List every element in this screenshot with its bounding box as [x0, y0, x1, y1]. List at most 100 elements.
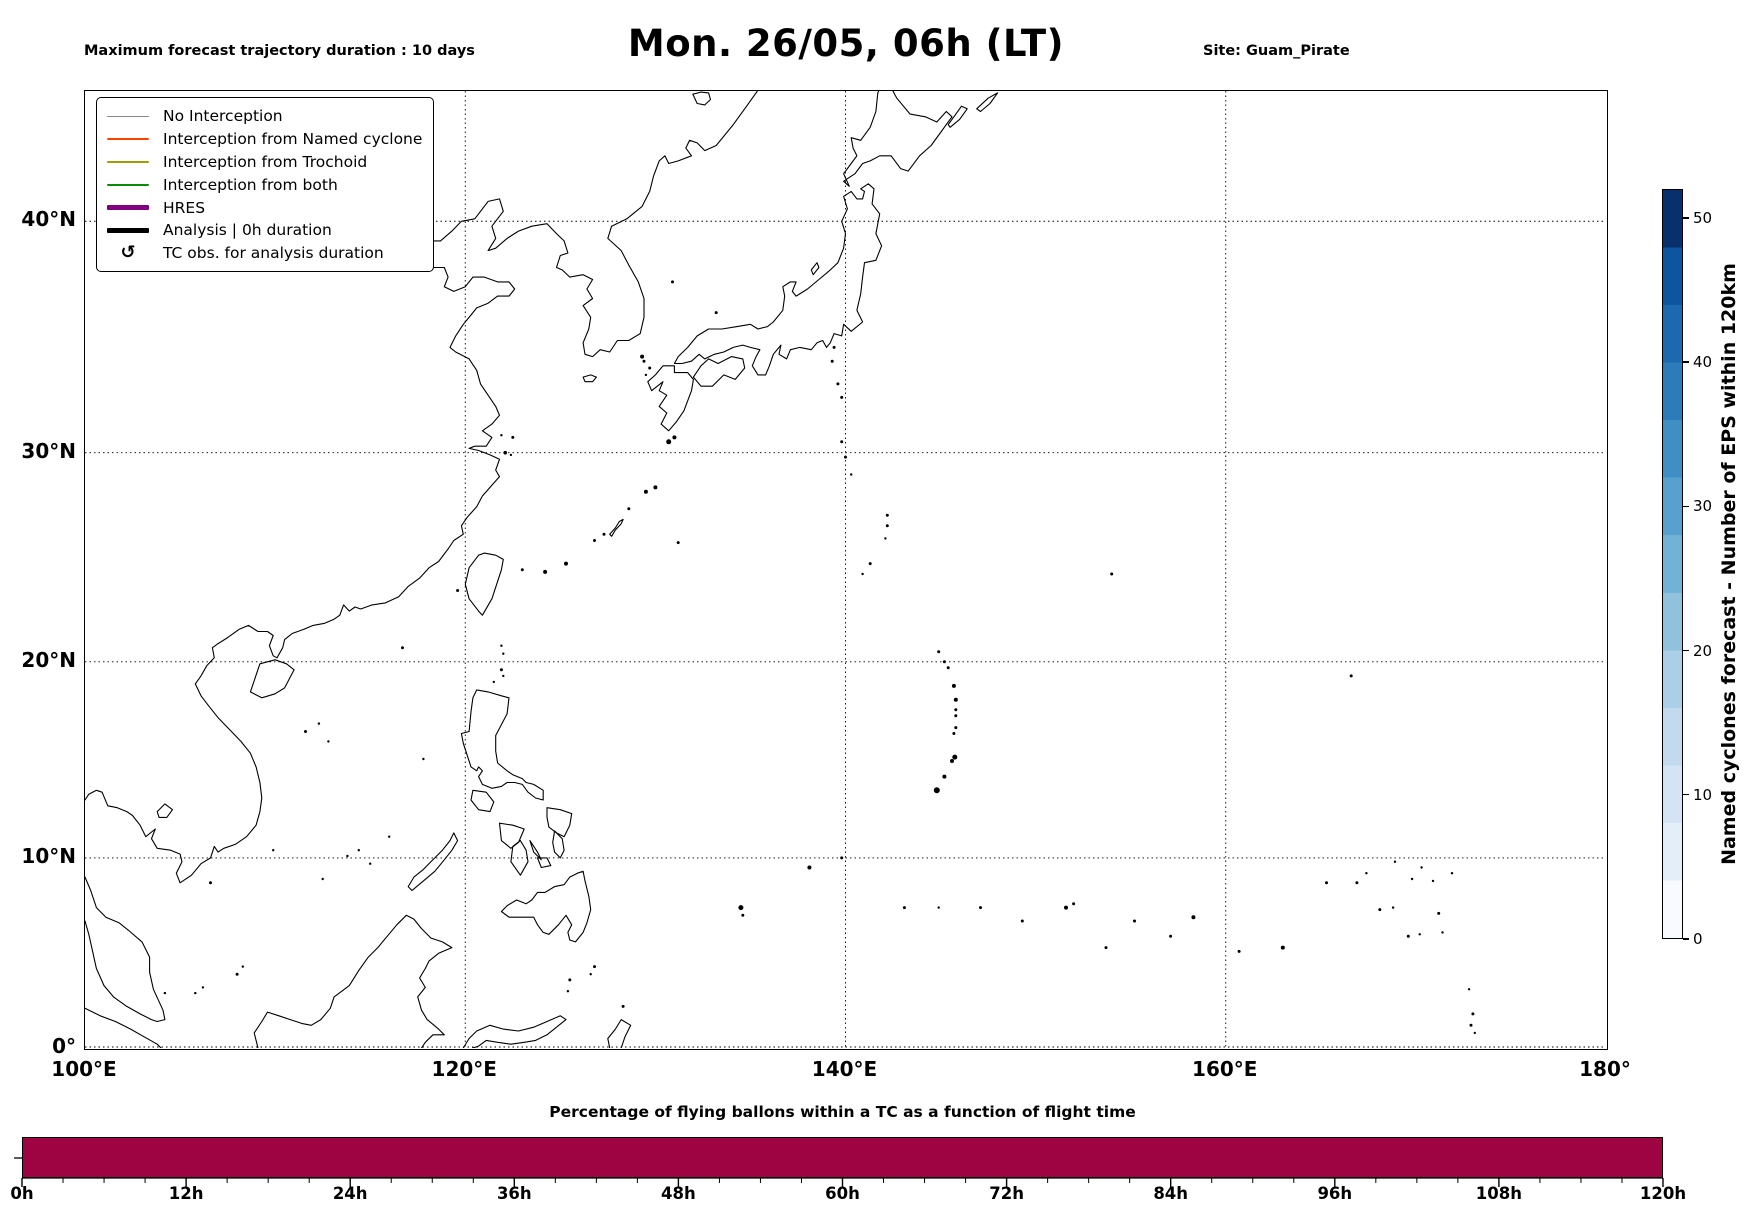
island-dot [672, 435, 677, 440]
coastline [609, 518, 624, 537]
island-dot [832, 345, 836, 349]
colorbar-tick [1683, 505, 1689, 507]
island-dot [885, 513, 889, 517]
coastline [156, 803, 174, 818]
island-dot [738, 905, 744, 911]
island-dot [520, 568, 524, 572]
strip-xtick-label: 72h [989, 1184, 1024, 1203]
colorbar-tick [1683, 361, 1689, 363]
map-xtick-label: 180° [1579, 1057, 1631, 1081]
island-dot [642, 359, 646, 363]
legend-item: Analysis | 0h duration [107, 219, 423, 242]
island-dot [648, 366, 652, 370]
coastline [498, 822, 525, 849]
legend-item: Interception from both [107, 173, 423, 196]
map-ytick-label: 40°N [21, 207, 76, 232]
island-dot [593, 965, 596, 969]
island-dot [885, 524, 889, 528]
coastline [607, 1019, 632, 1048]
island-dot [566, 990, 570, 993]
island-dot [741, 913, 745, 917]
island-dot [1110, 572, 1114, 576]
strip-chart-bar [22, 1137, 1663, 1178]
coastline [582, 374, 597, 383]
island-dot [640, 354, 645, 359]
colorbar-tick-label: 0 [1693, 930, 1703, 948]
colorbar [1662, 189, 1683, 939]
island-dot [422, 757, 425, 761]
island-dot [241, 965, 244, 968]
island-dot [840, 395, 844, 399]
legend-item: Interception from Trochoid [107, 151, 423, 174]
island-dot [1406, 934, 1410, 938]
island-dot [1437, 911, 1441, 915]
island-dot [643, 489, 648, 494]
coastline [460, 689, 544, 801]
island-dot [346, 854, 349, 858]
island-dot [543, 569, 548, 574]
map-xtick-label: 160°E [1192, 1057, 1258, 1081]
island-dot [942, 660, 946, 664]
legend-item: Interception from Named cyclone [107, 128, 423, 151]
legend-line-sample-icon [107, 138, 149, 141]
coastline [407, 832, 459, 892]
island-dot [946, 666, 950, 670]
coastline [462, 1015, 567, 1048]
colorbar-tick-label: 10 [1693, 785, 1713, 804]
island-dot [1450, 872, 1454, 875]
legend-line-sample-icon [107, 115, 149, 118]
coastline [843, 91, 953, 187]
island-dot [357, 849, 360, 852]
island-dot [840, 856, 844, 860]
coastline [500, 870, 592, 943]
island-dot [194, 991, 197, 995]
colorbar-tick-label: 50 [1693, 208, 1713, 227]
island-dot [952, 754, 958, 760]
legend-line-sample-icon [107, 227, 149, 234]
island-dot [1420, 866, 1423, 869]
island-dot [304, 730, 307, 733]
island-dot [1133, 919, 1136, 923]
coastline [85, 91, 759, 884]
strip-xtick-label: 84h [1153, 1184, 1189, 1203]
coastline [470, 789, 495, 813]
island-dot [884, 537, 887, 540]
island-dot [235, 972, 239, 976]
island-dot [830, 359, 834, 363]
tc-obs-marker-icon: ↺ [120, 242, 136, 264]
legend-line-sample-icon [107, 183, 149, 186]
island-dot [321, 877, 324, 881]
island-dot [666, 439, 672, 445]
legend-item-label: Interception from both [163, 175, 338, 194]
map-ytick-label: 0° [52, 1034, 76, 1058]
island-dot [952, 732, 956, 735]
map-xtick-label: 120°E [431, 1057, 497, 1081]
island-dot [1431, 879, 1435, 883]
island-dot [369, 862, 372, 865]
island-dot [954, 726, 958, 730]
island-dot [1020, 919, 1024, 923]
island-dot [979, 906, 982, 910]
map-xtick-label: 140°E [811, 1057, 878, 1081]
island-dot [317, 722, 321, 725]
island-dot [714, 311, 718, 315]
island-dot [844, 455, 847, 459]
legend-item-label: No Interception [163, 107, 283, 126]
island-dot [937, 906, 940, 909]
island-dot [1072, 902, 1076, 906]
map-ytick-label: 10°N [21, 843, 76, 868]
strip-xtick-label: 36h [496, 1184, 532, 1203]
island-dot [602, 532, 606, 536]
island-dot [902, 906, 906, 910]
island-dot [1365, 872, 1368, 875]
strip-xtick-label: 48h [661, 1184, 696, 1203]
island-dot [942, 774, 947, 779]
island-dot [502, 652, 505, 655]
island-dot [1280, 945, 1285, 950]
island-dot [1469, 1023, 1473, 1027]
island-dot [500, 434, 503, 437]
legend-line-sample-icon [107, 205, 149, 211]
coastline [536, 857, 552, 869]
island-dot [209, 881, 212, 885]
